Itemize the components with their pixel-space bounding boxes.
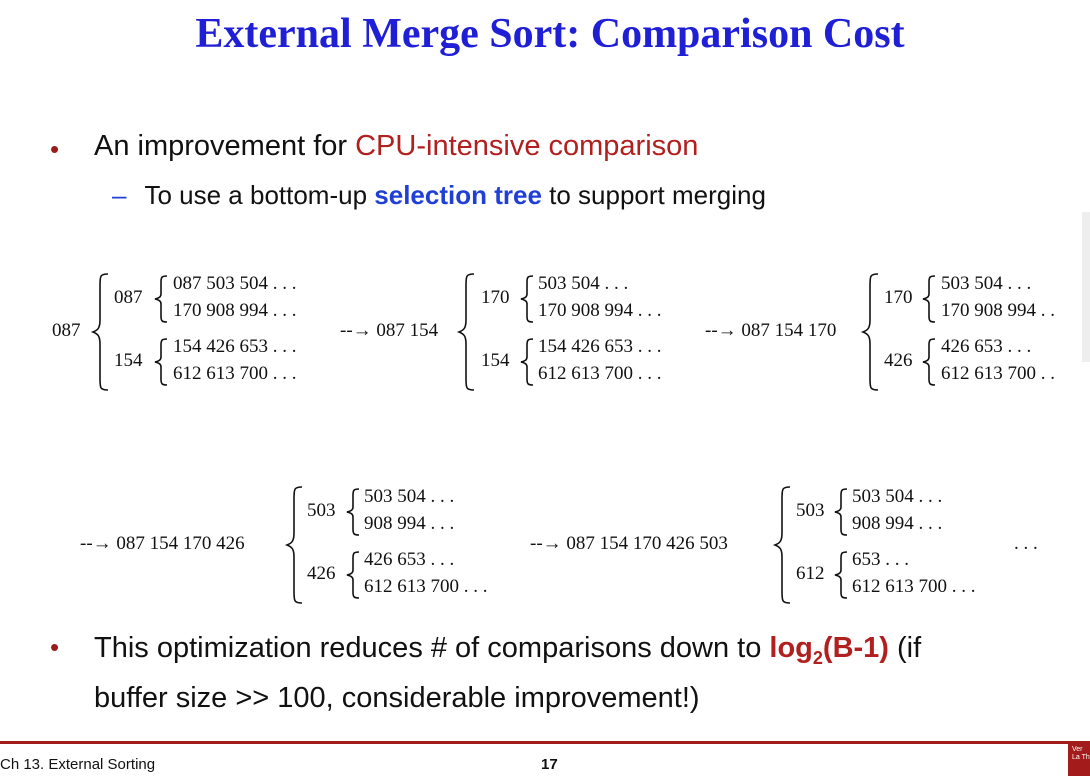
tree4-run-4: 612 613 700 . . .: [364, 576, 488, 597]
bullet-marker: •: [50, 134, 60, 164]
tree1-run-1: 087 503 504 . . .: [173, 273, 297, 294]
tree4-run-1: 503 504 . . .: [364, 486, 455, 507]
tree2-run-3: 154 426 653 . . .: [538, 336, 662, 357]
tree4-inner-brace-bottom: [346, 551, 360, 599]
tree1-run-3: 154 426 653 . . .: [173, 336, 297, 357]
tree5-inner-brace-top: [834, 488, 848, 536]
edge-scroll-strip: [1082, 212, 1090, 362]
tree1-inner-brace-bottom: [154, 338, 168, 386]
tree1-run-4: 612 613 700 . . .: [173, 363, 297, 384]
tree5-run-4: 612 613 700 . . .: [852, 576, 976, 597]
slide-title: External Merge Sort: Comparison Cost: [195, 11, 905, 57]
tree4-run-2: 908 994 . . .: [364, 513, 455, 534]
tree3-run-1: 503 504 . . .: [941, 273, 1032, 294]
tree4-run-3: 426 653 . . .: [364, 549, 455, 570]
tree1-node-top: 087: [114, 287, 143, 308]
tree3-node-bottom: 426: [884, 350, 913, 371]
university-logo: Ver La Th: [1068, 744, 1090, 776]
bullet-cpu-improvement: An improvement for CPU-intensive compari…: [94, 130, 699, 162]
tree5-run-1: 503 504 . . .: [852, 486, 943, 507]
tree1-inner-brace-top: [154, 275, 168, 323]
tree3-run-4: 612 613 700 . .: [941, 363, 1055, 384]
bullet-marker: •: [50, 632, 60, 662]
tree3-node-top: 170: [884, 287, 913, 308]
tree3-inner-brace-bottom: [922, 338, 936, 386]
tree5-outer-brace: [772, 486, 791, 604]
tree2-inner-brace-bottom: [520, 338, 534, 386]
tree5-node-bottom: 612: [796, 563, 825, 584]
tree1-root: 087: [52, 320, 81, 341]
tree2-inner-brace-top: [520, 275, 534, 323]
tree2-outer-brace: [456, 273, 475, 391]
cpu-intensive-highlight: CPU-intensive comparison: [355, 130, 699, 162]
tree5-run-3: 653 . . .: [852, 549, 909, 570]
tree2-node-top: 170: [481, 287, 510, 308]
tree2-node-bottom: 154: [481, 350, 510, 371]
tree2-run-2: 170 908 994 . . .: [538, 300, 662, 321]
bullet-optimization-line-2: buffer size >> 100, considerable improve…: [94, 681, 700, 714]
tree3-run-3: 426 653 . . .: [941, 336, 1032, 357]
tree3-run-2: 170 908 994 . .: [941, 300, 1055, 321]
output-arrow-4: --→ 087 154 170 426 503: [530, 533, 728, 554]
output-arrow-3: --→ 087 154 170 426: [80, 533, 245, 554]
page-number: 17: [541, 756, 558, 773]
tree3-inner-brace-top: [922, 275, 936, 323]
tree4-outer-brace: [284, 486, 303, 604]
bullet-optimization: This optimization reduces # of compariso…: [94, 628, 921, 718]
tree5-node-top: 503: [796, 500, 825, 521]
tree2-run-1: 503 504 . . .: [538, 273, 629, 294]
bullet-optimization-line-1: This optimization reduces # of compariso…: [94, 632, 922, 668]
sub-bullet-selection-tree: – To use a bottom-up selection tree to su…: [112, 180, 766, 210]
footer-chapter: Ch 13. External Sorting: [0, 756, 156, 773]
tree2-run-4: 612 613 700 . . .: [538, 363, 662, 384]
tree1-outer-brace: [90, 273, 109, 391]
selection-tree-highlight: selection tree: [374, 180, 542, 210]
footer-divider: [0, 741, 1090, 744]
tree1-run-2: 170 908 994 . . .: [173, 300, 297, 321]
tree5-run-2: 908 994 . . .: [852, 513, 943, 534]
tree1-node-bottom: 154: [114, 350, 143, 371]
tree4-node-top: 503: [307, 500, 336, 521]
log-formula-highlight: log2(B-1): [769, 632, 889, 668]
output-arrow-2: --→ 087 154 170: [705, 320, 837, 341]
tree4-node-bottom: 426: [307, 563, 336, 584]
tree4-inner-brace-top: [346, 488, 360, 536]
continuation-ellipsis: . . .: [1014, 533, 1038, 554]
output-arrow-1: --→ 087 154: [340, 320, 439, 341]
tree5-inner-brace-bottom: [834, 551, 848, 599]
tree3-outer-brace: [860, 273, 879, 391]
